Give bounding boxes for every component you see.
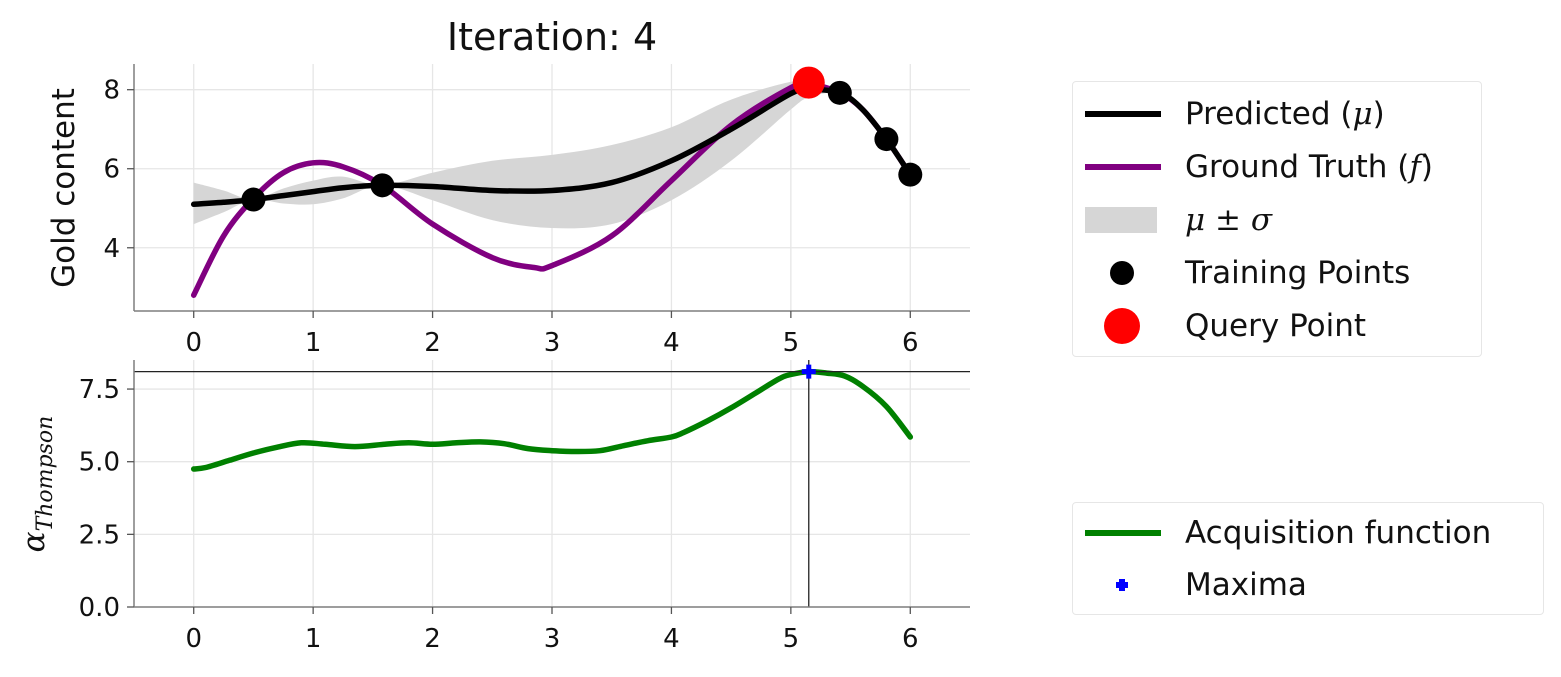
- legend-label-query: Query Point: [1185, 308, 1367, 344]
- legend-swatch-ground-truth: [1073, 141, 1185, 193]
- bottom-legend: Acquisition function Maxima: [1072, 502, 1544, 615]
- bottom-x-tick-label: 0: [185, 624, 202, 654]
- bottom-x-tick-label: 4: [663, 624, 680, 654]
- training-point: [898, 162, 923, 187]
- legend-item-band: μ ± σ: [1073, 194, 1272, 246]
- top-x-tick-label: 6: [902, 328, 919, 358]
- top-x-tick-label: 1: [305, 328, 322, 358]
- bottom-y-axis-label: αThompson: [16, 416, 58, 553]
- bottom-y-tick-label: 2.5: [79, 520, 120, 550]
- bottom-grid: [134, 360, 970, 608]
- top-ticks: 0 1 2 3 4 5 6 4 6 8: [103, 76, 918, 358]
- legend-label-ground-truth: Ground Truth (f): [1185, 149, 1433, 185]
- query-point: [792, 66, 825, 99]
- top-x-tick-label: 0: [185, 328, 202, 358]
- bottom-points: [801, 364, 816, 379]
- bottom-ticks: 0 1 2 3 4 5 6 0.0 2.5 5.0 7.5: [79, 375, 919, 654]
- training-point: [370, 173, 395, 198]
- top-legend: Predicted (μ) Ground Truth (f) μ ± σ Tra…: [1072, 81, 1482, 357]
- bottom-y-tick-label: 0.0: [79, 593, 120, 623]
- training-point: [827, 80, 852, 105]
- bottom-x-tick-label: 6: [902, 624, 919, 654]
- top-x-tick-label: 2: [424, 328, 441, 358]
- legend-swatch-maxima: [1073, 559, 1185, 611]
- top-y-tick-label: 6: [103, 155, 120, 185]
- maxima-guides: [134, 360, 970, 607]
- top-y-tick-label: 8: [103, 76, 120, 106]
- bottom-y-axis-label-subscript: Thompson: [33, 416, 58, 532]
- training-point: [241, 187, 266, 212]
- bottom-subplot: αThompson 0 1 2 3 4 5 6 0.0 2.5 5.0 7.5: [16, 360, 970, 654]
- bottom-x-tick-label: 2: [424, 624, 441, 654]
- top-x-tick-label: 5: [783, 328, 800, 358]
- top-points: [241, 66, 923, 212]
- legend-label-maxima: Maxima: [1185, 567, 1307, 603]
- legend-item-predicted: Predicted (μ): [1073, 88, 1385, 140]
- legend-label-predicted: Predicted (μ): [1185, 96, 1385, 132]
- top-x-tick-label: 4: [663, 328, 680, 358]
- legend-item-acquisition: Acquisition function: [1073, 507, 1491, 559]
- legend-swatch-predicted: [1073, 88, 1185, 140]
- top-subplot: Iteration: 4 Gold content 0 1 2 3 4 5 6 4 6 8: [46, 15, 970, 358]
- legend-swatch-band: [1073, 194, 1185, 246]
- legend-item-query: Query Point: [1073, 300, 1366, 352]
- legend-item-maxima: Maxima: [1073, 559, 1307, 611]
- legend-item-ground-truth: Ground Truth (f): [1073, 141, 1433, 193]
- bottom-y-tick-label: 7.5: [79, 375, 120, 405]
- uncertainty-band: [193, 80, 911, 229]
- legend-item-training: Training Points: [1073, 247, 1410, 299]
- bottom-x-tick-label: 1: [305, 624, 322, 654]
- top-y-tick-label: 4: [103, 234, 120, 264]
- legend-label-band: μ ± σ: [1185, 202, 1272, 238]
- bottom-y-tick-label: 5.0: [79, 448, 120, 478]
- top-chart-title: Iteration: 4: [447, 15, 657, 59]
- bottom-x-tick-label: 3: [544, 624, 561, 654]
- training-point: [874, 127, 899, 152]
- top-x-tick-label: 3: [544, 328, 561, 358]
- uncertainty-band-area: [193, 80, 911, 229]
- legend-label-training: Training Points: [1185, 255, 1411, 291]
- legend-swatch-training: [1073, 247, 1185, 299]
- legend-swatch-query: [1073, 300, 1185, 352]
- legend-label-acquisition: Acquisition function: [1185, 515, 1492, 551]
- maxima-marker: [801, 364, 816, 379]
- bottom-x-tick-label: 5: [783, 624, 800, 654]
- legend-swatch-acquisition: [1073, 507, 1185, 559]
- top-y-axis-label: Gold content: [46, 88, 82, 288]
